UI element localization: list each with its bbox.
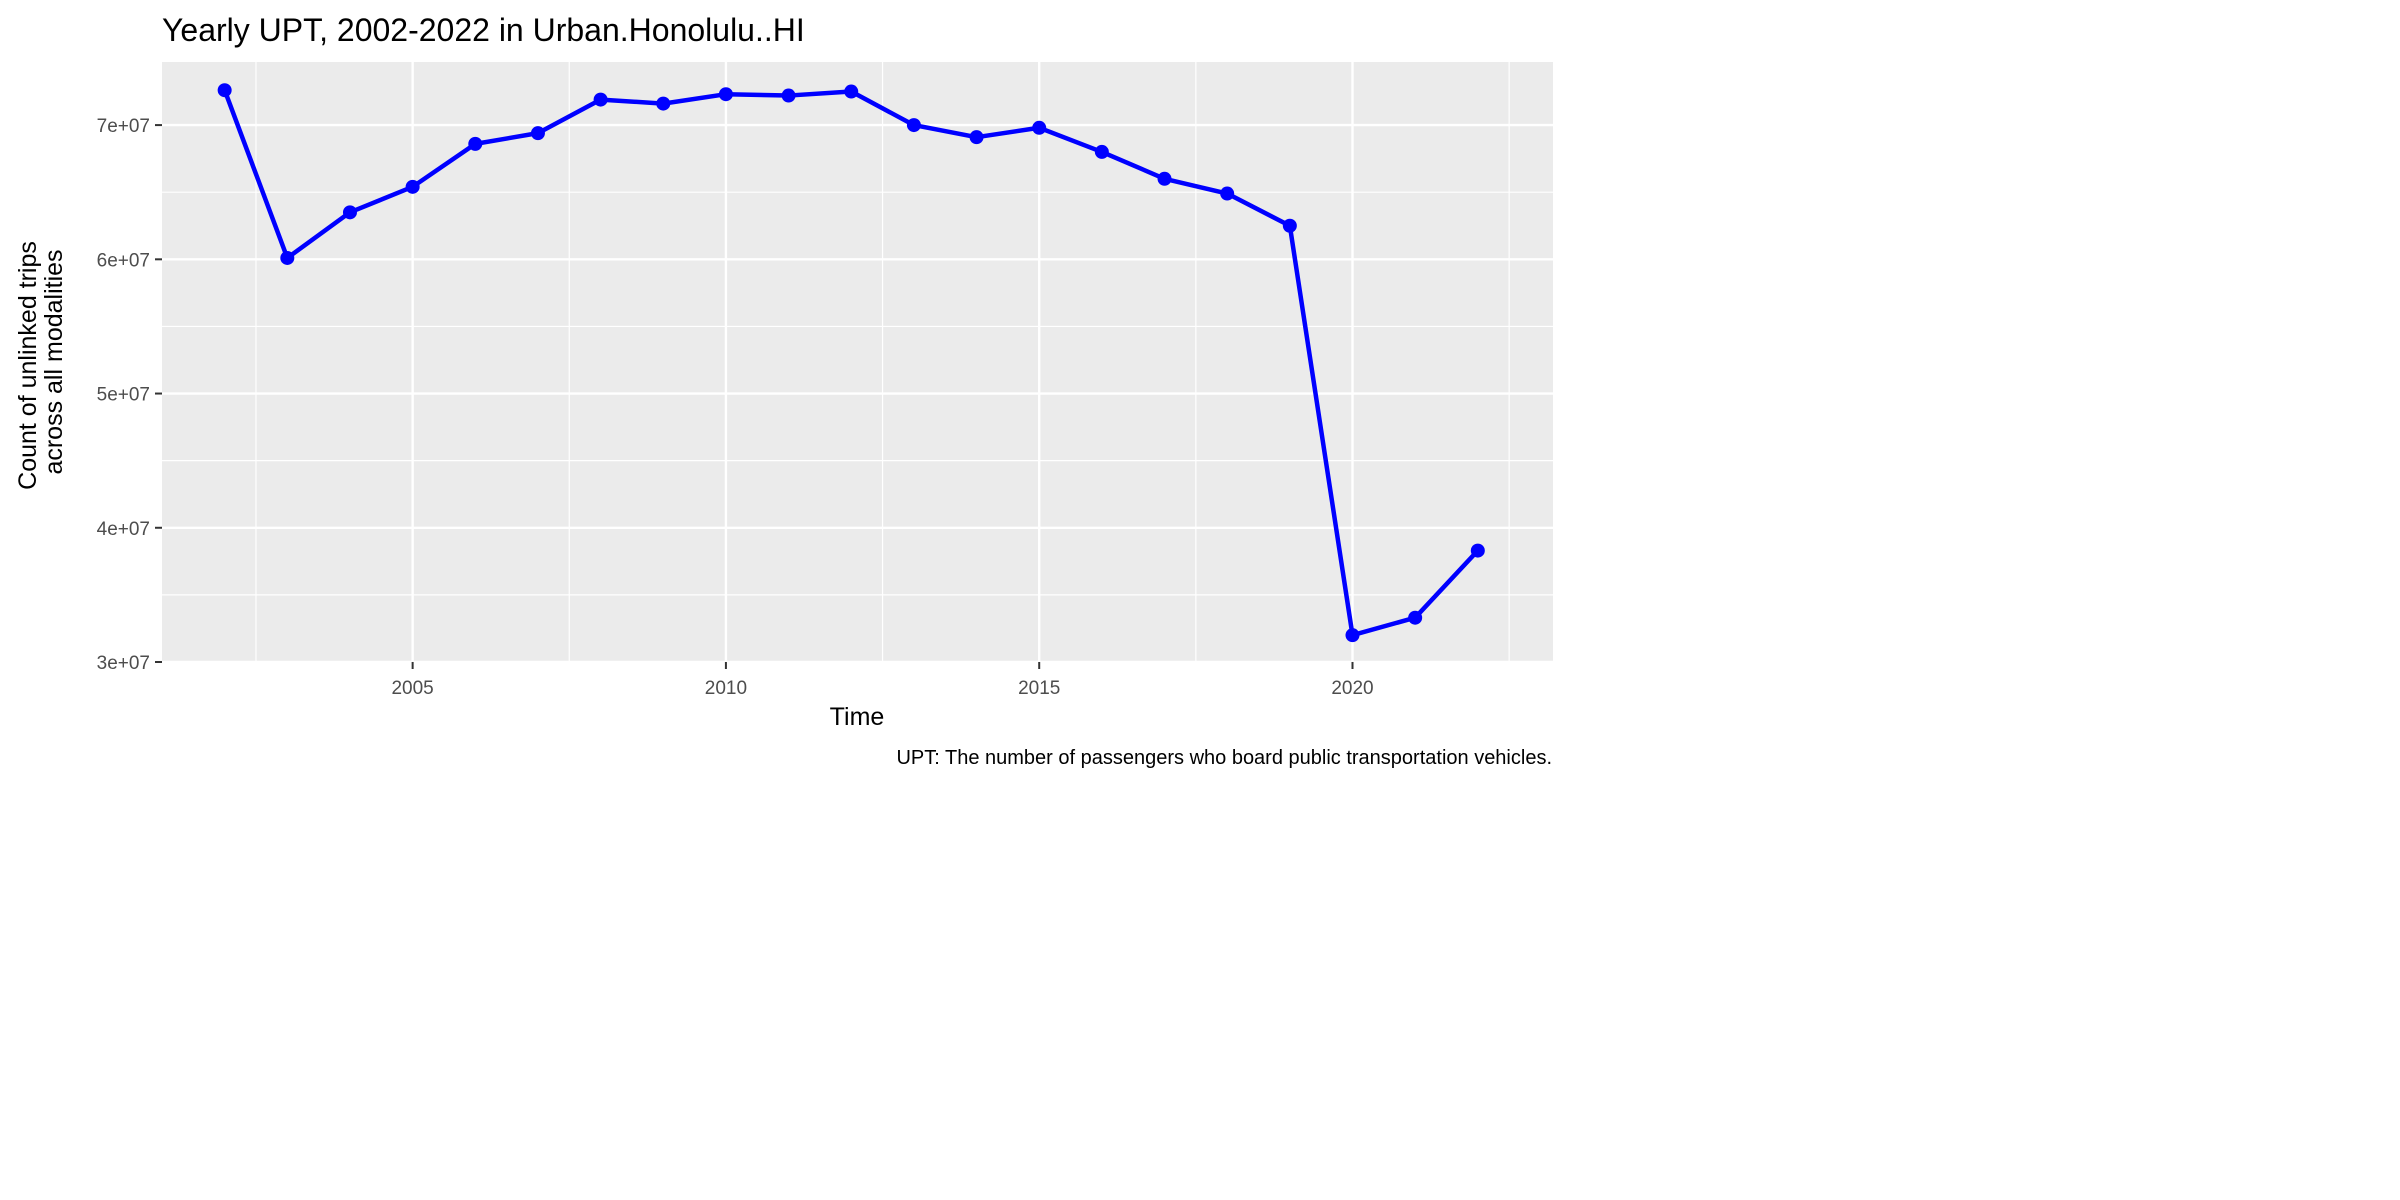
data-point-2016 (1094, 144, 1109, 159)
data-point-2012 (844, 84, 859, 99)
y-axis-title-line-2: across all modalities (40, 249, 68, 474)
x-axis-title: Time (830, 703, 885, 731)
data-point-2021 (1408, 610, 1423, 625)
chart-container: Yearly UPT, 2002-2022 in Urban.Honolulu.… (0, 0, 1568, 784)
series-layer (217, 83, 1485, 643)
y-tick-label-3: 6e+07 (97, 250, 150, 271)
x-tick-label-3: 2020 (1331, 678, 1373, 699)
y-tick-label-0: 3e+07 (97, 653, 150, 674)
data-point-2008 (593, 92, 608, 107)
x-tick-label-1: 2010 (705, 678, 747, 699)
data-point-2002 (217, 83, 232, 98)
line-chart: Yearly UPT, 2002-2022 in Urban.Honolulu.… (14, 12, 1553, 769)
y-tick-label-4: 7e+07 (97, 116, 150, 137)
data-point-2010 (718, 87, 733, 102)
data-point-2004 (342, 205, 357, 220)
data-point-2011 (781, 88, 796, 103)
data-point-2017 (1157, 171, 1172, 186)
data-point-2018 (1220, 186, 1235, 201)
data-point-2005 (405, 179, 420, 194)
data-point-2014 (969, 130, 984, 145)
data-point-2013 (906, 118, 921, 133)
plot-panel (162, 62, 1553, 662)
data-point-2015 (1032, 120, 1047, 135)
y-axis-title: Count of unlinked trips across all modal… (14, 234, 68, 490)
axis-ticks (155, 124, 1354, 669)
y-tick-labels: 3e+07 4e+07 5e+07 6e+07 7e+07 (97, 116, 150, 674)
y-axis-title-line-1: Count of unlinked trips (14, 241, 42, 490)
data-point-2009 (656, 96, 671, 111)
data-point-2020 (1345, 628, 1360, 643)
data-point-2007 (530, 126, 545, 141)
x-tick-label-0: 2005 (391, 678, 433, 699)
chart-caption: UPT: The number of passengers who board … (896, 747, 1552, 769)
x-tick-labels: 2005 2010 2015 2020 (391, 678, 1373, 699)
data-point-2019 (1282, 218, 1297, 233)
y-tick-label-2: 5e+07 (97, 385, 150, 406)
y-tick-label-1: 4e+07 (97, 519, 150, 540)
chart-title: Yearly UPT, 2002-2022 in Urban.Honolulu.… (162, 12, 805, 48)
major-gridlines (162, 62, 1553, 664)
data-point-2006 (468, 136, 483, 151)
data-point-2022 (1470, 543, 1485, 558)
x-tick-label-2: 2015 (1018, 678, 1060, 699)
data-point-2003 (280, 250, 295, 265)
